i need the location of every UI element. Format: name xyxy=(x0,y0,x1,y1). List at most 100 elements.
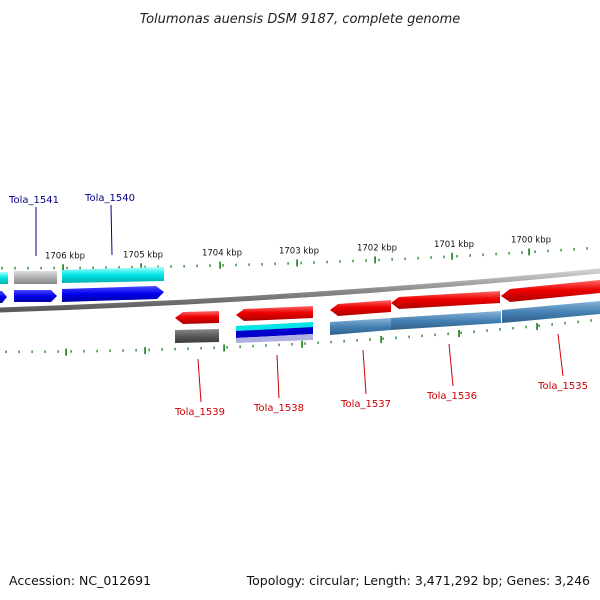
gene-arrow-tola-1539[interactable] xyxy=(175,311,219,324)
gene-label-tola-1540[interactable]: Tola_1540 xyxy=(84,193,135,204)
scale-minor-tick xyxy=(148,348,150,352)
gene-arrow-tola-1540[interactable] xyxy=(62,286,164,302)
scale-minor-tick xyxy=(391,258,393,261)
scale-minor-tick xyxy=(421,334,423,338)
scale-minor-tick xyxy=(291,342,293,346)
scale-minor-tick xyxy=(248,263,250,266)
scale-minor-tick xyxy=(447,332,449,336)
scale-major-tick xyxy=(296,259,298,267)
scale-minor-tick xyxy=(40,266,42,270)
scale-tick-label: 1706 kbp xyxy=(45,251,85,261)
scale-tick-label: 1703 kbp xyxy=(279,246,319,256)
gene-feature-tola-1538-lower[interactable] xyxy=(236,322,313,343)
scale-minor-tick xyxy=(1,266,3,270)
scale-minor-tick xyxy=(92,266,94,270)
scale-major-tick xyxy=(528,248,530,256)
gene-labels: Tola_1541 Tola_1540 Tola_1539 Tola_1538 … xyxy=(8,193,588,418)
scale-minor-tick xyxy=(564,321,566,325)
scale-minor-tick xyxy=(57,350,59,353)
scale-minor-tick xyxy=(83,349,85,353)
scale-minor-tick xyxy=(573,247,575,251)
scale-major-tick xyxy=(140,263,142,271)
gene-arrow-blue-left[interactable] xyxy=(0,291,7,303)
scale-minor-tick xyxy=(495,252,497,256)
scale-minor-tick xyxy=(486,329,488,332)
gene-feature-tola-1541[interactable] xyxy=(14,271,57,284)
scale-major-tick xyxy=(380,335,382,343)
scale-tick-label: 1704 kbp xyxy=(202,249,242,259)
scale-minor-tick xyxy=(538,324,540,328)
gene-label-tola-1535[interactable]: Tola_1535 xyxy=(537,381,588,392)
scale-minor-tick xyxy=(525,325,527,329)
reverse-strand-genes xyxy=(175,280,600,343)
scale-tick-label: 1700 kbp xyxy=(511,235,551,245)
scale-minor-tick xyxy=(482,253,484,257)
scale-minor-tick xyxy=(209,264,211,267)
scale-major-tick xyxy=(223,344,225,352)
scale-minor-tick xyxy=(560,248,562,252)
scale-tick-label: 1705 kbp xyxy=(123,250,163,260)
scale-minor-tick xyxy=(469,254,471,257)
gene-feature-cyan-right[interactable] xyxy=(62,267,164,283)
gene-label-leaders xyxy=(35,204,564,403)
gene-feature-cyan-left[interactable] xyxy=(0,272,8,284)
scale-minor-tick xyxy=(365,259,367,262)
scale-minor-tick xyxy=(434,333,436,337)
gene-feature-tola-1536-lower[interactable] xyxy=(391,311,501,330)
scale-minor-tick xyxy=(404,257,406,261)
scale-minor-tick xyxy=(352,259,354,263)
scale-minor-tick xyxy=(395,336,397,340)
gene-feature-tola-1539-lower[interactable] xyxy=(175,329,219,343)
scale-minor-tick xyxy=(473,330,475,333)
scale-major-tick xyxy=(301,340,303,348)
gene-label-tola-1537[interactable]: Tola_1537 xyxy=(340,399,391,410)
scale-minor-tick xyxy=(408,335,410,339)
scale-minor-tick xyxy=(534,250,536,254)
scale-minor-tick xyxy=(417,256,419,260)
gene-label-tola-1539[interactable]: Tola_1539 xyxy=(174,407,225,418)
scale-minor-tick xyxy=(118,266,120,269)
scale-minor-tick xyxy=(577,320,579,324)
scale-minor-tick xyxy=(27,266,29,270)
forward-strand-genes xyxy=(0,267,164,303)
scale-minor-tick xyxy=(330,340,332,344)
gene-label-tola-1541[interactable]: Tola_1541 xyxy=(8,195,59,206)
scale-minor-tick xyxy=(343,339,345,343)
scale-minor-tick xyxy=(79,266,81,270)
scale-minor-tick xyxy=(122,349,124,352)
scale-minor-tick xyxy=(252,344,254,348)
scale-minor-tick xyxy=(339,260,341,263)
inner-scale-track xyxy=(5,319,592,356)
scale-minor-tick xyxy=(304,342,306,345)
gene-arrow-tola-1541[interactable] xyxy=(14,290,57,302)
scale-minor-tick xyxy=(66,266,68,270)
scale-minor-tick xyxy=(443,255,445,259)
scale-tick-label: 1701 kbp xyxy=(434,240,474,250)
scale-minor-tick xyxy=(70,350,72,353)
scale-minor-tick xyxy=(53,266,55,270)
scale-minor-tick xyxy=(547,249,549,253)
genome-title: Tolumonas auensis DSM 9187, complete gen… xyxy=(140,12,461,27)
accession-text: Accession: NC_012691 xyxy=(9,573,151,588)
scale-major-tick xyxy=(65,348,67,356)
gene-feature-tola-1535-lower[interactable] xyxy=(502,301,600,323)
scale-minor-tick xyxy=(222,264,224,267)
scale-minor-tick xyxy=(278,343,280,347)
gene-arrow-tola-1537[interactable] xyxy=(330,300,391,316)
scale-minor-tick xyxy=(105,266,107,269)
scale-tick-label: 1702 kbp xyxy=(357,243,397,253)
gene-feature-tola-1537-lower[interactable] xyxy=(330,318,391,335)
scale-minor-tick xyxy=(551,323,553,326)
scale-major-tick xyxy=(144,347,146,355)
gene-label-tola-1538[interactable]: Tola_1538 xyxy=(253,403,304,414)
gene-label-tola-1536[interactable]: Tola_1536 xyxy=(426,391,477,402)
scale-minor-tick xyxy=(508,252,510,255)
gene-arrow-tola-1536[interactable] xyxy=(391,291,500,309)
gene-arrow-tola-1535[interactable] xyxy=(501,280,600,302)
scale-minor-tick xyxy=(239,345,241,349)
scale-minor-tick xyxy=(274,262,276,266)
scale-minor-tick xyxy=(31,350,33,354)
gene-arrow-tola-1538[interactable] xyxy=(236,306,313,321)
scale-major-tick xyxy=(451,252,453,260)
scale-minor-tick xyxy=(456,254,458,258)
